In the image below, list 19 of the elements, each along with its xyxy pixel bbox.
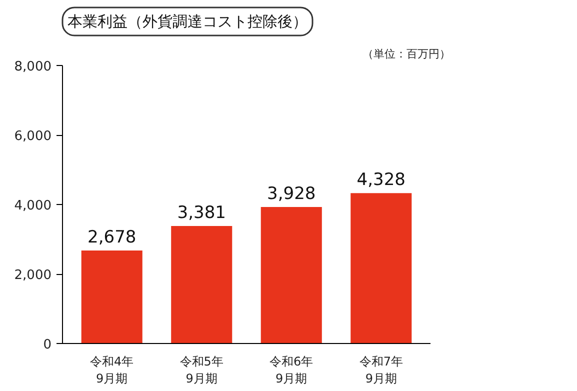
data-label: 2,678 bbox=[88, 227, 136, 248]
x-tick-label: 令和6年 9月期 bbox=[270, 354, 314, 386]
bar bbox=[350, 193, 412, 344]
x-tick-label: 令和5年 9月期 bbox=[180, 354, 224, 386]
bar bbox=[81, 250, 142, 344]
y-tick-label: 4,000 bbox=[14, 198, 52, 214]
chart-title: 本業利益（外貨調達コスト控除後） bbox=[68, 12, 308, 30]
data-label: 3,928 bbox=[267, 184, 316, 204]
text: （単位：百万円） bbox=[362, 48, 450, 60]
data-label: 3,381 bbox=[177, 203, 226, 224]
bar bbox=[171, 226, 232, 344]
bar bbox=[260, 207, 322, 344]
x-tick-label: 令和7年 9月期 bbox=[359, 354, 403, 386]
y-tick-label: 6,000 bbox=[14, 129, 52, 144]
y-tick-label: 2,000 bbox=[14, 268, 52, 283]
data-label: 4,328 bbox=[356, 170, 406, 190]
y-tick-label: 8,000 bbox=[14, 60, 52, 74]
x-tick-label: 令和4年 9月期 bbox=[90, 354, 134, 386]
y-tick-label: 0 bbox=[43, 338, 52, 352]
